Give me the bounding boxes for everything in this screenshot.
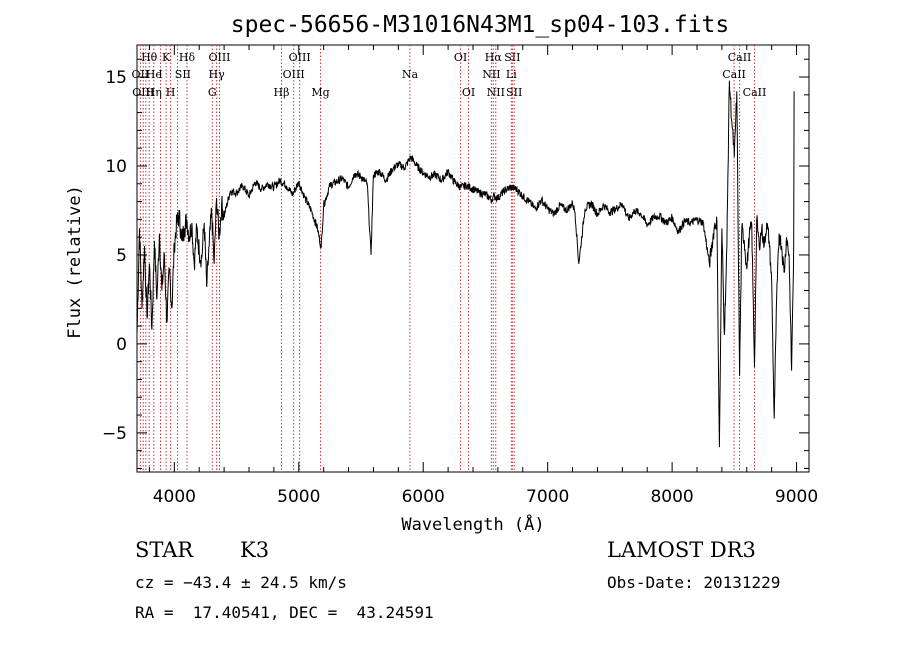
x-tick-label: 7000 — [526, 487, 569, 507]
spectral-line-label: He — [146, 68, 162, 81]
spectral-line-markers — [139, 45, 755, 472]
spectral-line-label: SII — [504, 51, 520, 64]
spectral-line-label: OIII — [289, 51, 311, 64]
spectral-line-label: OIII — [132, 86, 154, 99]
spectral-line-label: Na — [402, 68, 419, 81]
y-tick-label: 10 — [105, 157, 127, 177]
y-tick-label: 0 — [116, 335, 127, 355]
spectral-line-label: Mg — [311, 86, 329, 99]
survey-name: LAMOST DR3 — [607, 538, 756, 562]
spectral-line-label: OI — [454, 51, 467, 64]
spectral-line-label: SII — [506, 86, 522, 99]
spectral-line-label: Hγ — [209, 68, 226, 81]
spectral-line-label: H — [166, 86, 176, 99]
spectral-line-label: Hβ — [274, 86, 290, 99]
spectral-line-label: OI — [462, 86, 475, 99]
spectral-line-label: NII — [482, 68, 500, 81]
spectrum-line — [136, 80, 795, 448]
spectral-line-label: Hα — [485, 51, 503, 64]
spectral-line-label: CaII — [722, 68, 746, 81]
object-subclass: K3 — [240, 538, 270, 562]
y-tick-label: 15 — [105, 68, 127, 88]
object-class: STAR — [135, 538, 194, 562]
coordinates: RA = 17.40541, DEC = 43.24591 — [135, 603, 434, 622]
y-axis-ticks: −5 0 5 10 15 — [102, 58, 809, 469]
spectral-line-label: Hδ — [179, 51, 196, 64]
spectral-line-label: NII — [487, 86, 505, 99]
spectral-line-label: Li — [506, 68, 517, 81]
x-tick-label: 6000 — [402, 487, 445, 507]
spectral-line-label: OIII — [208, 51, 230, 64]
x-tick-label: 4000 — [153, 487, 196, 507]
redshift-cz: cz = −43.4 ± 24.5 km/s — [135, 573, 347, 592]
plot-frame — [136, 44, 810, 473]
spectral-line-label: OIII — [283, 68, 305, 81]
x-axis-label: Wavelength (Å) — [401, 513, 544, 535]
y-tick-label: −5 — [102, 424, 127, 444]
spectral-line-label: CaII — [728, 51, 752, 64]
spectral-line-label: CaII — [743, 86, 767, 99]
spectral-line-label: G — [208, 86, 217, 99]
spectral-line-label: K — [162, 51, 171, 64]
observation-date: Obs-Date: 20131229 — [607, 573, 781, 592]
y-axis-label: Flux (relative) — [65, 185, 85, 339]
spectral-line-label: I — [158, 68, 162, 81]
spectral-line-label: SII — [175, 68, 191, 81]
x-tick-label: 9000 — [775, 487, 818, 507]
x-tick-label: 8000 — [650, 487, 693, 507]
x-axis-ticks: 4000 5000 6000 7000 8000 9000 — [148, 45, 818, 507]
spectral-line-label: OII — [132, 68, 150, 81]
spectral-line-label: Hθ — [141, 51, 158, 64]
chart-title: spec-56656-M31016N43M1_sp04-103.fits — [231, 12, 730, 38]
spectral-line-label: Hη — [146, 86, 162, 99]
y-tick-label: 5 — [116, 246, 127, 266]
x-tick-label: 5000 — [277, 487, 320, 507]
